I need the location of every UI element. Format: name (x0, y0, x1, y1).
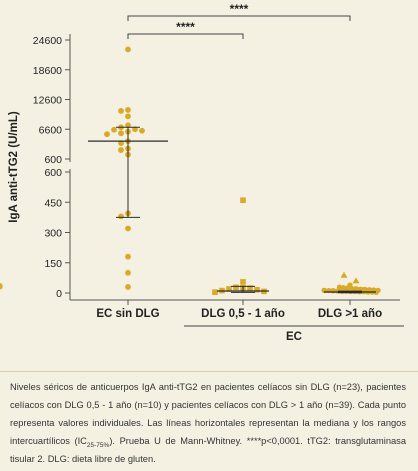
caption-divider (0, 371, 418, 372)
significance-label: **** (176, 20, 195, 34)
data-point (352, 277, 360, 284)
data-point (0, 284, 3, 290)
y-tick-label: 12600 (33, 95, 62, 107)
data-point (240, 279, 246, 285)
caption-text-end: ). Prueba U de Mann-Whitney. ****p<0,000… (10, 436, 406, 464)
data-point (139, 127, 145, 134)
data-point (336, 284, 342, 290)
y-tick-label: 18600 (33, 65, 62, 77)
data-point (125, 113, 131, 120)
data-point (118, 147, 124, 153)
data-point (254, 286, 260, 293)
group-label: EC (286, 331, 302, 343)
caption-subscript: 25-75% (86, 441, 110, 449)
significance-bracket (127, 15, 351, 21)
data-point (340, 271, 348, 278)
significance-bracket (127, 33, 244, 39)
data-point (111, 126, 117, 133)
y-tick-label: 300 (44, 228, 62, 240)
data-point (132, 126, 138, 133)
data-point (212, 289, 218, 295)
chart-marks (0, 46, 381, 295)
data-point (118, 108, 124, 114)
y-tick-label: 450 (44, 197, 62, 209)
data-point (125, 225, 131, 232)
y-tick-label: 600 (44, 154, 62, 166)
data-point (118, 213, 124, 220)
data-point (125, 46, 131, 53)
y-tick-label: 24600 (33, 35, 62, 47)
data-point (125, 253, 131, 260)
significance-label: **** (230, 2, 249, 16)
data-point (104, 131, 110, 138)
data-point (118, 130, 124, 137)
data-point (226, 286, 232, 292)
figure-caption: Niveles séricos de anticuerpos IgA anti-… (10, 378, 406, 468)
y-tick-label: 150 (44, 258, 62, 270)
data-point (373, 289, 379, 295)
x-category-label: EC sin DLG (96, 308, 159, 320)
y-axis-break (68, 162, 72, 169)
y-tick-label: 600 (44, 167, 62, 179)
x-category-label: DLG 0,5 - 1 año (201, 308, 285, 320)
y-tick-label: 6600 (39, 124, 63, 136)
data-point (125, 107, 131, 113)
data-point (125, 269, 131, 276)
data-point (233, 284, 239, 291)
y-axis-title: IgA anti-tTG2 (U/mL) (8, 111, 20, 223)
data-point (125, 122, 131, 129)
data-point (247, 285, 253, 291)
caption-text: Niveles séricos de anticuerpos IgA anti-… (10, 382, 406, 446)
data-point (125, 284, 131, 290)
y-tick-label: 0 (56, 288, 62, 300)
data-point (240, 197, 246, 204)
x-category-label: DLG >1 año (318, 308, 382, 320)
chart-labels: IgA anti-tTG2 (U/mL) EC sin DLG DLG 0,5 - … (8, 2, 404, 343)
